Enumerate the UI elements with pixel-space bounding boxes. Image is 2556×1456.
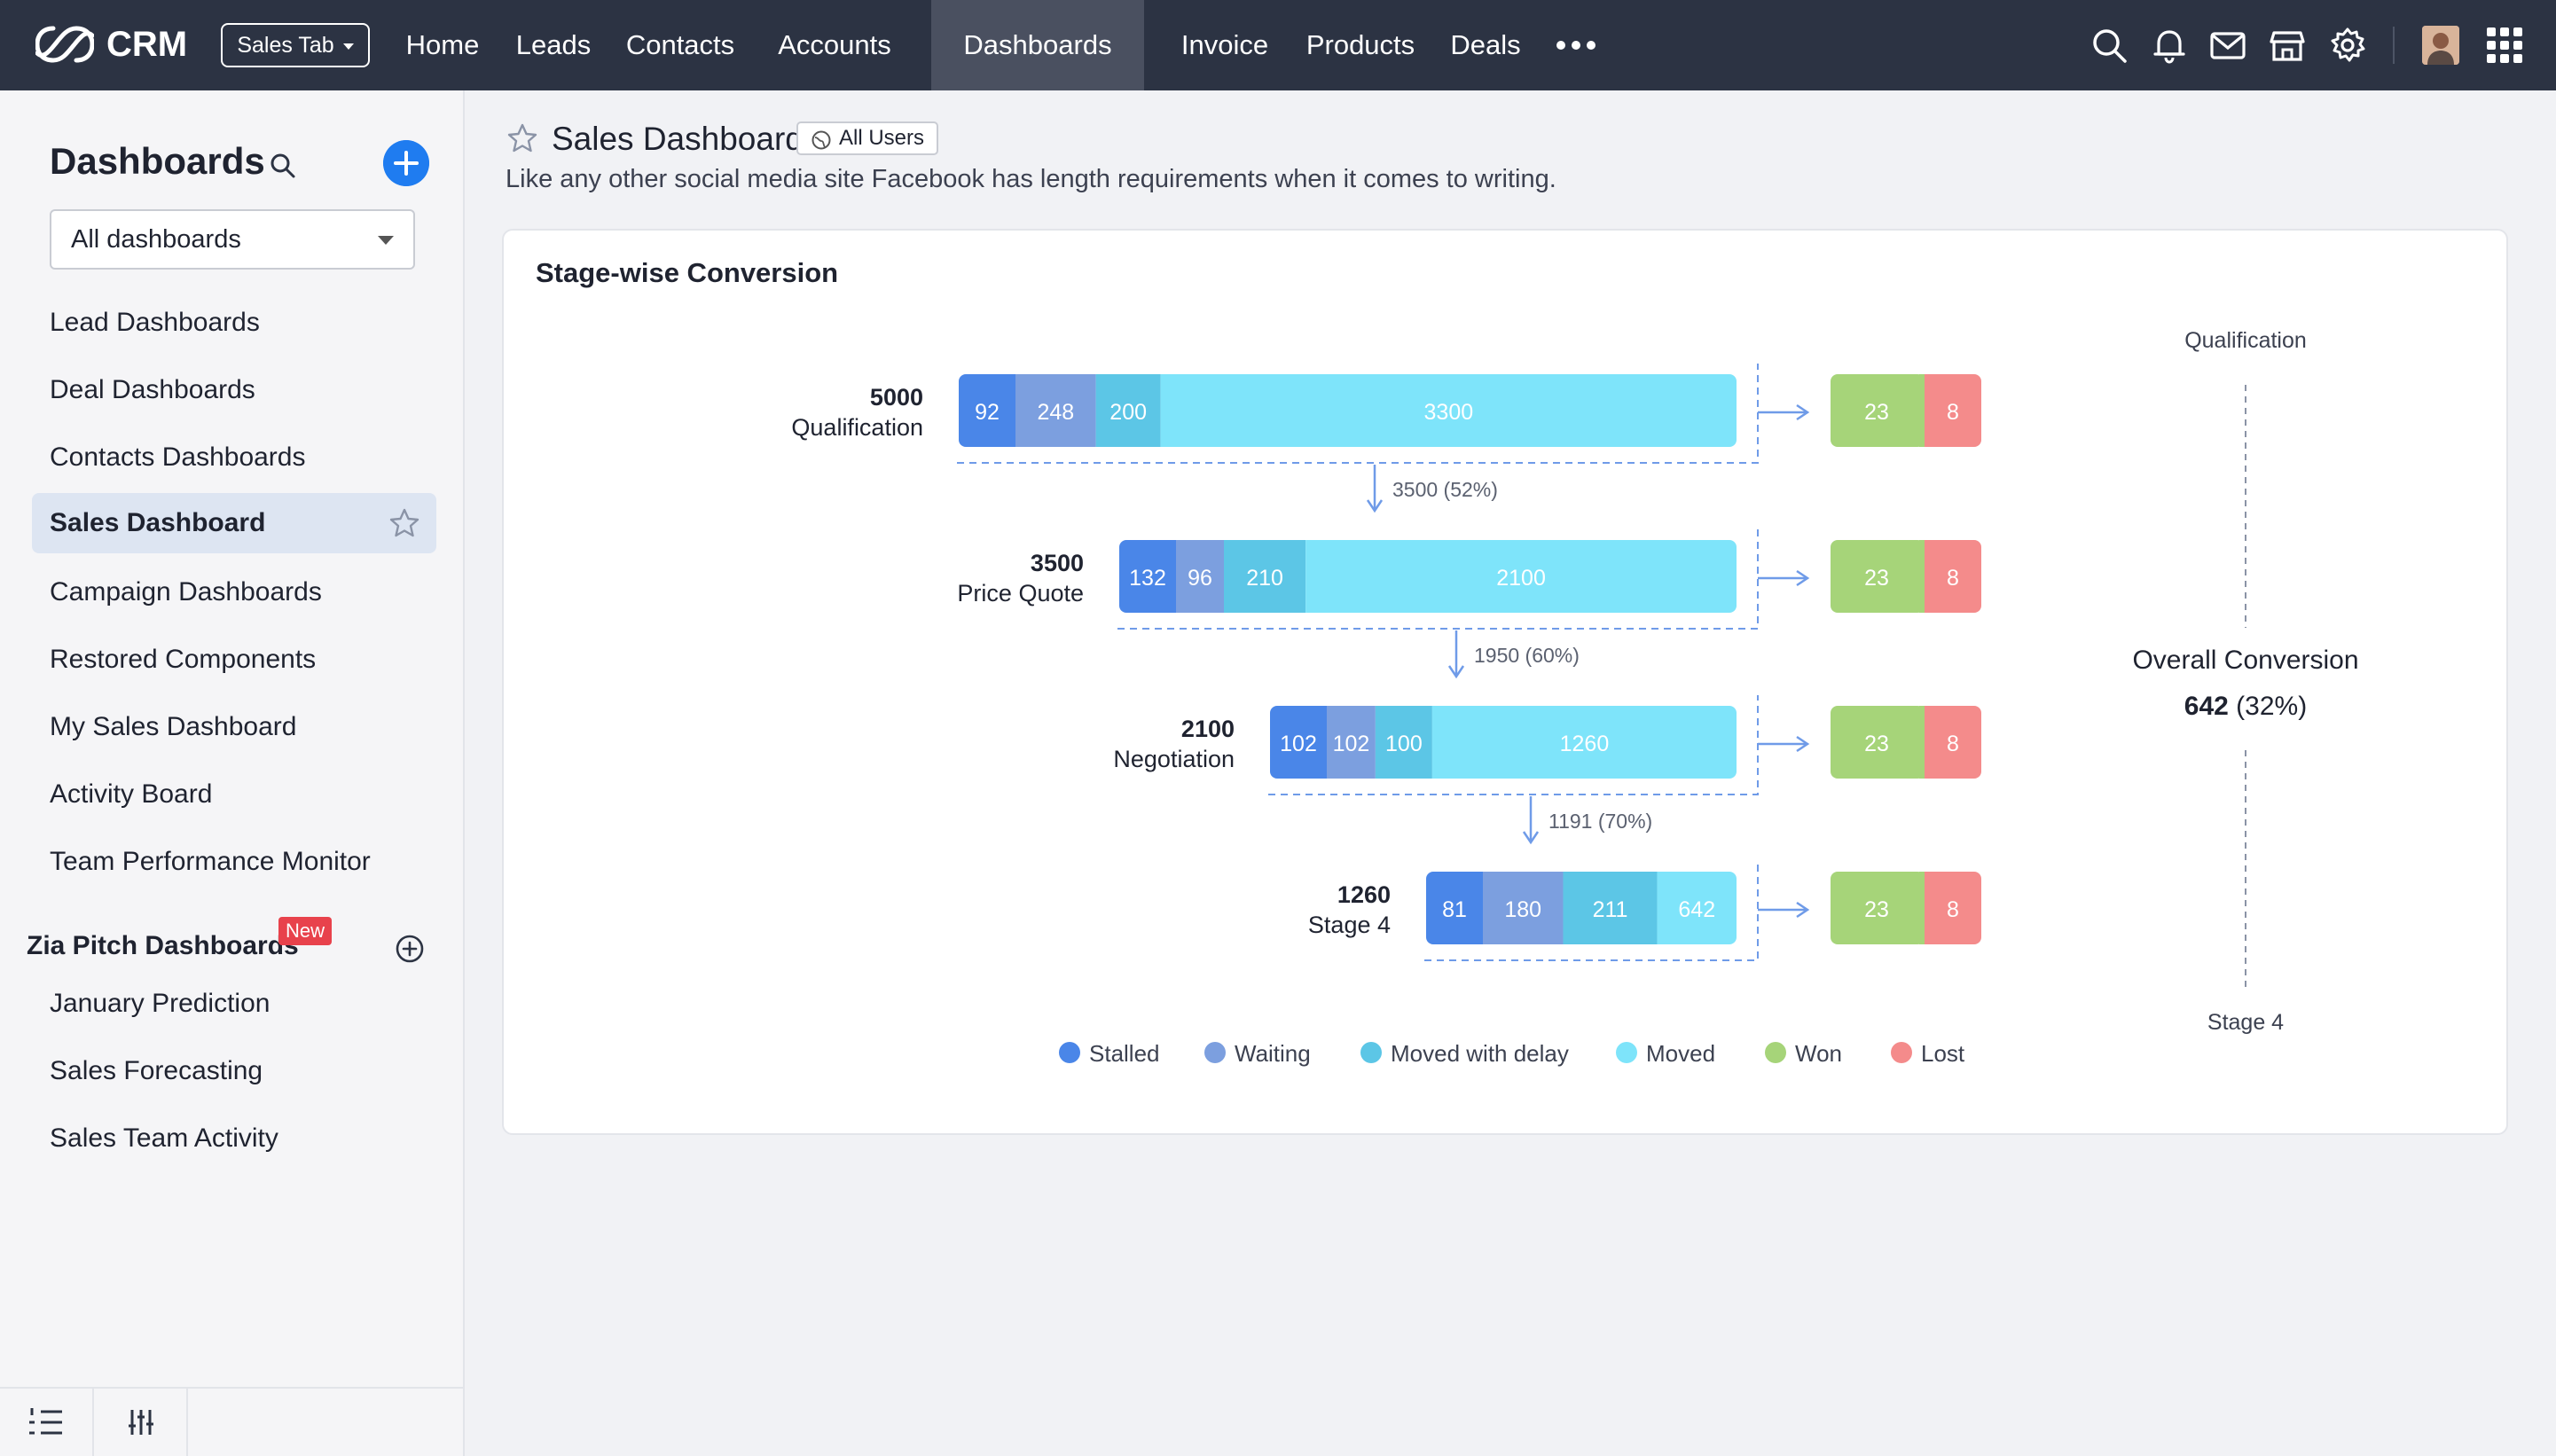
crm-logo[interactable]: CRM <box>35 23 187 66</box>
nav-dashboards[interactable]: Dashboards <box>931 0 1144 90</box>
crm-logo-icon <box>35 26 94 63</box>
app-name: CRM <box>106 24 188 64</box>
search-icon[interactable] <box>268 151 298 181</box>
sidebar-item-sales-team-activity[interactable]: Sales Team Activity <box>50 1123 278 1153</box>
nav-contacts[interactable]: Contacts <box>625 29 735 60</box>
more-icon[interactable] <box>1556 41 1596 50</box>
list-numbered-icon <box>29 1408 62 1435</box>
visibility-label: All Users <box>839 126 925 150</box>
chevron-down-icon <box>378 236 394 245</box>
gear-icon[interactable] <box>2328 26 2367 65</box>
nav-accounts[interactable]: Accounts <box>778 29 891 60</box>
globe-icon <box>811 130 831 150</box>
sidebar-title: Dashboards <box>50 140 265 182</box>
add-circle-icon[interactable] <box>394 933 426 965</box>
sidebar-footer <box>0 1387 463 1456</box>
add-dashboard-button[interactable] <box>383 140 429 186</box>
nav-deals[interactable]: Deals <box>1450 29 1521 60</box>
sidebar-item-sales-dashboard[interactable]: Sales Dashboard <box>32 493 436 553</box>
sidebar-item-team-performance-monitor[interactable]: Team Performance Monitor <box>50 847 371 876</box>
sidebar-item-contacts-dashboards[interactable]: Contacts Dashboards <box>50 442 306 472</box>
nav-invoice[interactable]: Invoice <box>1180 29 1269 60</box>
sidebar-item-label: Sales Dashboard <box>50 508 266 537</box>
topbar-divider <box>2393 27 2395 64</box>
visibility-badge[interactable]: All Users <box>796 121 939 155</box>
page-title: Sales Dashboard <box>552 121 804 157</box>
apps-grid-icon[interactable] <box>2487 27 2522 63</box>
star-icon[interactable] <box>388 507 420 539</box>
sidebar-item-my-sales-dashboard[interactable]: My Sales Dashboard <box>50 712 297 741</box>
sales-tab-dropdown[interactable]: Sales Tab <box>221 23 370 67</box>
sidebar-item-january-prediction[interactable]: January Prediction <box>50 989 270 1018</box>
chart-title: Stage-wise Conversion <box>536 257 839 288</box>
chevron-down-icon <box>342 43 354 50</box>
sidebar-item-restored-components[interactable]: Restored Components <box>50 645 317 674</box>
search-icon[interactable] <box>2089 26 2129 65</box>
dashboard-description: Like any other social media site Faceboo… <box>506 165 1556 193</box>
stage-wise-conversion-card <box>502 229 2508 1135</box>
sales-tab-label: Sales Tab <box>237 32 334 58</box>
filter-settings-button[interactable] <box>94 1389 188 1456</box>
sidebar-item-deal-dashboards[interactable]: Deal Dashboards <box>50 375 255 404</box>
dashboard-filter-select[interactable]: All dashboards <box>50 209 415 270</box>
new-badge: New <box>278 917 333 945</box>
avatar[interactable] <box>2422 26 2459 65</box>
dashboard-filter-value: All dashboards <box>71 225 241 254</box>
nav-leads[interactable]: Leads <box>515 29 592 60</box>
nav-home[interactable]: Home <box>405 29 480 60</box>
favorite-star-icon[interactable] <box>506 122 538 154</box>
mail-icon[interactable] <box>2208 26 2247 65</box>
zia-pitch-section-title: Zia Pitch Dashboards <box>27 931 299 960</box>
store-icon[interactable] <box>2268 26 2307 65</box>
top-navigation-bar: CRM Sales Tab Home Leads Contacts Accoun… <box>0 0 2556 90</box>
sidebar-item-activity-board[interactable]: Activity Board <box>50 779 213 809</box>
sidebar-item-campaign-dashboards[interactable]: Campaign Dashboards <box>50 577 322 607</box>
bell-icon[interactable] <box>2150 26 2189 65</box>
sidebar-item-sales-forecasting[interactable]: Sales Forecasting <box>50 1056 263 1085</box>
sidebar-item-lead-dashboards[interactable]: Lead Dashboards <box>50 308 260 337</box>
sliders-icon <box>129 1410 153 1435</box>
list-view-button[interactable] <box>0 1389 94 1456</box>
sidebar: Dashboards All dashboards Lead Dashboard… <box>0 90 465 1456</box>
nav-products[interactable]: Products <box>1305 29 1415 60</box>
